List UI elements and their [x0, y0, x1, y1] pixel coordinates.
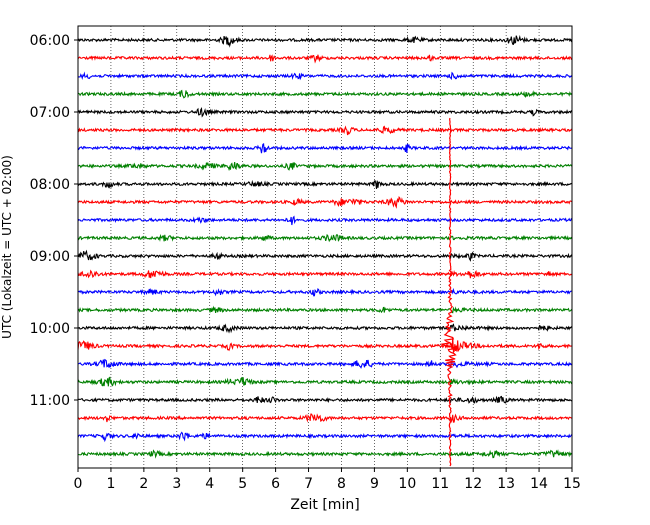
trace-1100	[77, 395, 573, 404]
y-axis-label: UTC (Lokalzeit = UTC + 02:00)	[0, 155, 14, 339]
x-tick-label: 1	[106, 476, 115, 492]
trace-0915	[77, 269, 573, 279]
y-tick-label: 11:00	[30, 393, 70, 409]
trace-1115	[77, 413, 573, 424]
x-tick-label: 15	[563, 476, 581, 492]
x-tick-label: 12	[464, 476, 482, 492]
x-tick-label: 13	[497, 476, 515, 492]
x-tick-label: 3	[172, 476, 181, 492]
trace-1015	[77, 337, 573, 354]
trace-1000	[77, 323, 573, 334]
earthquake-event	[439, 117, 458, 467]
y-tick-label: 07:00	[30, 105, 70, 121]
trace-1145	[77, 449, 573, 459]
y-tick-label: 08:00	[30, 177, 70, 193]
x-axis-label: Zeit [min]	[290, 497, 359, 513]
y-tick-label: 10:00	[30, 321, 70, 337]
event-layer	[439, 117, 458, 467]
x-tick-label: 9	[370, 476, 379, 492]
trace-1045	[77, 376, 573, 387]
y-axis-ticks: 06:00 07:00 08:00 09:00 10:00 11:00	[30, 33, 78, 409]
x-tick-label: 10	[398, 476, 416, 492]
trace-0600	[77, 34, 573, 48]
x-tick-label: 14	[530, 476, 548, 492]
y-tick-label: 06:00	[30, 33, 70, 49]
trace-0815	[77, 196, 573, 209]
trace-0645	[77, 89, 573, 99]
trace-0900	[77, 249, 573, 262]
trace-1030	[77, 358, 573, 369]
trace-0700	[77, 106, 573, 118]
trace-0945	[77, 305, 573, 314]
trace-0845	[77, 233, 573, 243]
x-tick-label: 7	[304, 476, 313, 492]
x-tick-label: 6	[271, 476, 280, 492]
x-tick-label: 5	[238, 476, 247, 492]
x-axis-ticks: 0 1 2 3 4 5 6 7 8 9 10 11 12 13 14 15	[74, 468, 581, 492]
trace-0745	[77, 161, 573, 172]
trace-0615	[77, 54, 573, 64]
plot-frame	[77, 25, 573, 469]
x-tick-label: 4	[205, 476, 214, 492]
x-tick-label: 11	[431, 476, 449, 492]
trace-0930	[77, 287, 573, 297]
trace-0630	[77, 71, 573, 81]
trace-0715	[77, 125, 573, 136]
x-tick-label: 0	[74, 476, 83, 492]
x-tick-label: 8	[337, 476, 346, 492]
trace-0800	[77, 179, 573, 189]
y-tick-label: 09:00	[30, 249, 70, 265]
trace-1130	[77, 431, 573, 443]
trace-0730	[77, 143, 572, 154]
trace-layer	[77, 34, 573, 459]
trace-0830	[77, 215, 573, 226]
x-tick-label: 2	[139, 476, 148, 492]
